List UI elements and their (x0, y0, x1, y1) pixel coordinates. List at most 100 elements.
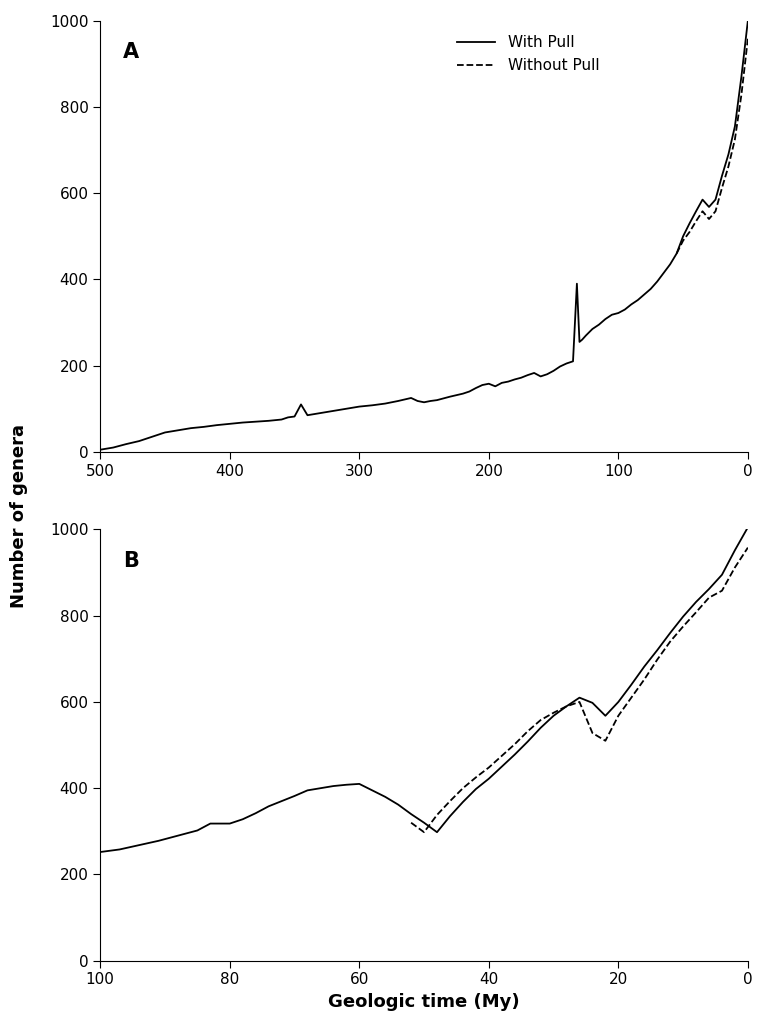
Without Pull (717, 182, 726, 194)
With Pull (173, 829, 183, 842)
Without Pull (627, 691, 636, 703)
With Pull (510, 748, 520, 760)
With Pull (692, 596, 701, 608)
With Pull (601, 710, 610, 722)
With Pull (446, 390, 455, 403)
With Pull (368, 784, 377, 796)
With Pull (717, 568, 726, 581)
Without Pull (678, 234, 688, 247)
With Pull (575, 691, 584, 703)
With Pull (614, 696, 623, 709)
With Pull (342, 779, 351, 791)
Without Pull (601, 734, 610, 747)
With Pull (471, 783, 480, 795)
Line: Without Pull: Without Pull (411, 547, 748, 833)
Without Pull (575, 696, 584, 709)
With Pull (355, 778, 364, 790)
With Pull (730, 544, 739, 557)
With Pull (193, 824, 202, 837)
Without Pull (678, 620, 688, 632)
With Pull (290, 790, 299, 803)
Without Pull (705, 592, 714, 604)
With Pull (303, 784, 312, 796)
With Pull (652, 644, 662, 656)
With Pull (458, 387, 467, 400)
With Pull (588, 696, 597, 709)
Without Pull (588, 727, 597, 740)
With Pull (251, 807, 261, 819)
With Pull (743, 14, 752, 27)
Without Pull (730, 133, 739, 146)
Without Pull (692, 606, 701, 619)
Without Pull (433, 809, 442, 821)
With Pull (419, 816, 429, 828)
Line: Without Pull: Without Pull (677, 39, 748, 253)
With Pull (536, 722, 545, 734)
Without Pull (665, 635, 675, 648)
Without Pull (652, 654, 662, 666)
Line: With Pull: With Pull (100, 21, 748, 449)
Text: B: B (123, 551, 139, 571)
With Pull (627, 679, 636, 691)
With Pull (665, 627, 675, 639)
Without Pull (743, 541, 752, 554)
Without Pull (692, 215, 701, 227)
Without Pull (458, 782, 467, 794)
Without Pull (717, 585, 726, 597)
Without Pull (672, 247, 682, 259)
Without Pull (685, 226, 694, 239)
With Pull (678, 611, 688, 623)
Without Pull (549, 707, 558, 719)
Without Pull (711, 206, 720, 218)
With Pull (640, 660, 649, 672)
With Pull (115, 843, 124, 855)
With Pull (543, 368, 552, 380)
Without Pull (497, 750, 507, 762)
With Pull (342, 403, 351, 415)
Line: With Pull: With Pull (100, 527, 748, 852)
Without Pull (562, 700, 571, 713)
Without Pull (484, 761, 493, 774)
Without Pull (737, 89, 746, 101)
With Pull (134, 839, 143, 851)
With Pull (458, 795, 467, 808)
With Pull (705, 583, 714, 595)
With Pull (484, 773, 493, 785)
With Pull (96, 846, 105, 858)
With Pull (433, 826, 442, 839)
With Pull (206, 817, 215, 829)
With Pull (381, 790, 390, 803)
With Pull (446, 810, 455, 822)
With Pull (277, 795, 286, 808)
Without Pull (471, 772, 480, 784)
With Pull (225, 817, 234, 829)
With Pull (393, 799, 402, 811)
With Pull (328, 780, 338, 792)
Without Pull (698, 206, 707, 218)
Text: Number of genera: Number of genera (10, 425, 29, 608)
With Pull (497, 760, 507, 773)
Without Pull (743, 33, 752, 45)
With Pull (316, 407, 325, 419)
Without Pull (705, 213, 714, 225)
With Pull (743, 521, 752, 533)
Without Pull (614, 710, 623, 722)
With Pull (562, 700, 571, 713)
Without Pull (406, 816, 416, 828)
With Pull (523, 735, 532, 748)
Without Pull (523, 725, 532, 738)
With Pull (238, 813, 247, 825)
Without Pull (724, 160, 733, 173)
With Pull (608, 309, 617, 321)
Without Pull (730, 561, 739, 573)
Without Pull (640, 674, 649, 686)
Without Pull (510, 738, 520, 750)
Text: A: A (123, 42, 139, 62)
With Pull (264, 801, 273, 813)
With Pull (316, 782, 325, 794)
Without Pull (536, 714, 545, 726)
With Pull (96, 443, 105, 456)
Without Pull (419, 826, 429, 839)
X-axis label: Geologic time (My): Geologic time (My) (328, 993, 520, 1011)
Without Pull (446, 795, 455, 808)
